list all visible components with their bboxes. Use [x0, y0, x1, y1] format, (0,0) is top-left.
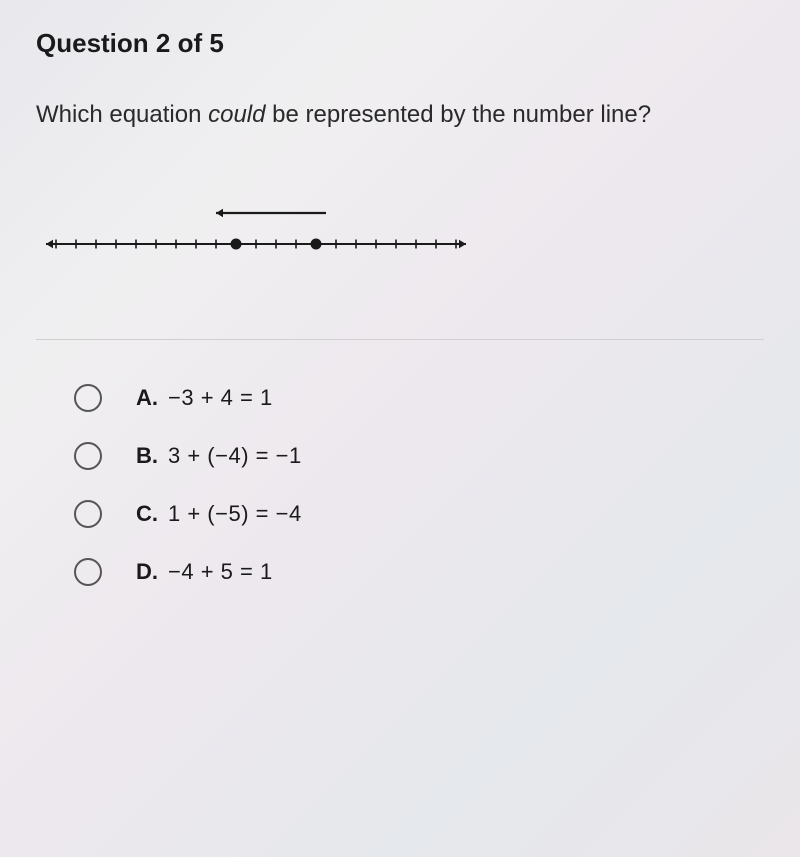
question-prefix: Which equation — [36, 101, 208, 128]
option-row[interactable]: A. −3 + 4 = 1 — [36, 384, 764, 412]
option-expression: −3 + 4 = 1 — [168, 385, 273, 411]
question-prompt: Which equation could be represented by t… — [36, 101, 764, 129]
radio-option-b[interactable] — [74, 442, 102, 470]
option-letter: D. — [136, 559, 158, 585]
question-italic: could — [208, 101, 272, 128]
option-letter: B. — [136, 443, 158, 469]
option-expression: −4 + 5 = 1 — [168, 559, 273, 585]
question-counter: Question 2 of 5 — [36, 28, 764, 59]
option-row[interactable]: B. 3 + (−4) = −1 — [36, 442, 764, 470]
option-letter: C. — [136, 501, 158, 527]
option-row[interactable]: C. 1 + (−5) = −4 — [36, 500, 764, 528]
radio-option-a[interactable] — [74, 384, 102, 412]
number-line-diagram — [36, 189, 764, 269]
radio-option-c[interactable] — [74, 500, 102, 528]
number-line-svg — [36, 189, 476, 269]
option-letter: A. — [136, 385, 158, 411]
option-row[interactable]: D. −4 + 5 = 1 — [36, 558, 764, 586]
option-expression: 3 + (−4) = −1 — [168, 443, 302, 469]
radio-option-d[interactable] — [74, 558, 102, 586]
question-suffix: be represented by the number line? — [272, 101, 651, 128]
section-divider — [36, 339, 764, 340]
option-expression: 1 + (−5) = −4 — [168, 501, 302, 527]
